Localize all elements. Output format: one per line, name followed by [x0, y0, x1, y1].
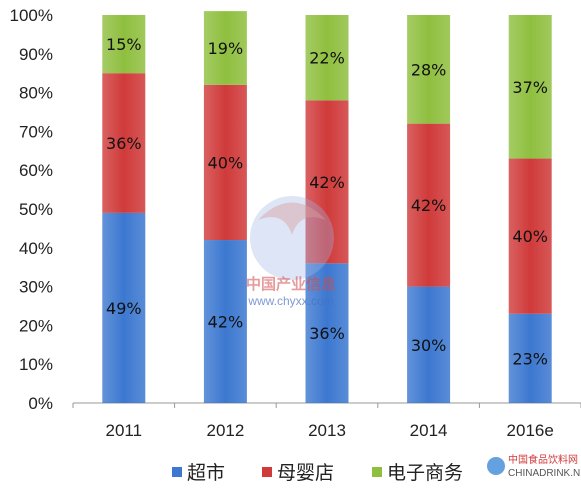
y-tick-label: 30%	[19, 278, 53, 297]
bar-segment	[203, 240, 247, 403]
y-tick-label: 50%	[19, 200, 53, 219]
watermark-text: 中国产业信息	[246, 275, 336, 293]
data-label: 36%	[309, 324, 345, 343]
data-label: 42%	[309, 173, 345, 192]
corner-logo-en: CHINADRINK.NET	[508, 468, 581, 479]
data-label: 30%	[411, 336, 447, 355]
data-label: 36%	[106, 134, 142, 153]
legend-swatch	[372, 467, 382, 477]
y-tick-label: 20%	[19, 316, 53, 335]
x-tick-label: 2012	[206, 421, 244, 440]
bar-segment	[102, 212, 146, 403]
x-tick-label: 2011	[106, 421, 143, 440]
data-label: 40%	[208, 153, 244, 172]
corner-logo: 中国食品饮料网 CHINADRINK.NET	[487, 453, 581, 479]
data-label: 42%	[208, 313, 244, 332]
x-tick-label: 2016e	[507, 421, 554, 440]
watermark-url: www.chyxx.com	[247, 294, 333, 308]
bar-segment	[407, 123, 451, 287]
bar-segment	[305, 15, 349, 101]
data-label: 19%	[208, 39, 244, 58]
bar-segment	[407, 286, 451, 403]
bar-segment	[203, 84, 247, 241]
corner-logo-cn: 中国食品饮料网	[508, 453, 578, 466]
bar-segment	[102, 15, 146, 74]
axes: 0% 10% 20% 30% 40% 50% 60% 70% 80% 90% 100% 2011 201…	[10, 6, 581, 440]
y-tick-label: 70%	[19, 122, 53, 141]
bar-segment	[305, 263, 349, 403]
data-label: 23%	[512, 349, 548, 368]
bar-segment	[508, 15, 552, 159]
y-tick-label: 10%	[19, 355, 53, 374]
y-tick-label: 40%	[19, 239, 53, 258]
bar-segment	[508, 158, 552, 314]
bar-segment	[102, 73, 146, 213]
legend-swatch	[262, 467, 272, 477]
data-label: 28%	[411, 60, 447, 79]
data-label: 42%	[411, 196, 447, 215]
data-label: 49%	[106, 299, 142, 318]
data-labels: 49% 36% 15% 42% 40% 19% 36% 42% 22% 30% 42% 28% 23% 4…	[106, 35, 548, 368]
corner-logo-icon	[487, 457, 505, 475]
legend-label: 母婴店	[277, 462, 334, 484]
legend: 超市 母婴店 电子商务	[172, 462, 463, 484]
x-tick-label: 2013	[308, 421, 346, 440]
data-label: 37%	[512, 78, 548, 97]
bar-series	[102, 11, 552, 403]
legend-swatch	[172, 467, 182, 477]
y-tick-label: 90%	[19, 45, 53, 64]
y-tick-label: 100%	[10, 6, 53, 25]
bar-segment	[508, 313, 552, 403]
bar-segment	[203, 11, 247, 85]
bar-segment	[305, 100, 349, 264]
bar-segment	[407, 15, 451, 124]
y-tick-label: 0%	[28, 394, 53, 413]
legend-label: 超市	[187, 462, 225, 484]
y-tick-label: 60%	[19, 161, 53, 180]
watermark: 中国产业信息 www.chyxx.com	[246, 196, 336, 308]
y-tick-label: 80%	[19, 84, 53, 103]
x-tick-label: 2014	[410, 421, 448, 440]
data-label: 15%	[106, 35, 142, 54]
data-label: 22%	[309, 49, 345, 68]
legend-label: 电子商务	[387, 462, 463, 484]
data-label: 40%	[512, 227, 548, 246]
